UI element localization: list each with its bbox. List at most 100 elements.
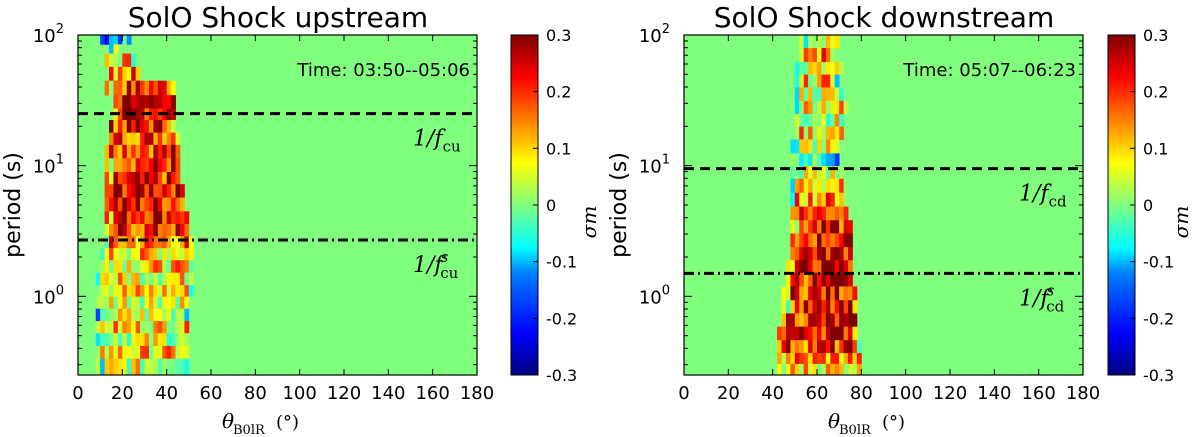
heatmap-cell xyxy=(109,120,114,134)
heatmap-cell xyxy=(817,48,822,63)
heatmap-cell xyxy=(817,165,822,180)
heatmap-cell xyxy=(812,220,818,234)
heatmap-cell xyxy=(104,158,110,173)
heatmap-cell xyxy=(785,300,791,314)
heatmap-cell xyxy=(122,333,128,347)
heatmap-cell xyxy=(175,260,181,274)
heatmap-cell xyxy=(175,333,181,347)
heatmap-cell xyxy=(179,223,185,237)
heatmap-cell xyxy=(843,260,849,274)
heatmap-cell xyxy=(856,363,862,376)
panel-downstream: SolO Shock downstream 1/fcd 1/fs cd Time: … xyxy=(607,1,1193,437)
heatmap-cell xyxy=(109,321,114,334)
heatmap-cell xyxy=(839,178,844,194)
heatmap-cell xyxy=(777,326,782,341)
heatmap-cell xyxy=(843,192,849,207)
heatmap-cell xyxy=(135,345,141,360)
heatmap-cell xyxy=(140,236,145,249)
heatmap-cell xyxy=(825,165,831,180)
heatmap-cell xyxy=(100,248,105,261)
heatmap-cell xyxy=(825,340,831,354)
heatmap-cell xyxy=(113,172,119,185)
heatmap-cell xyxy=(834,206,840,221)
heatmap-cell xyxy=(785,260,791,274)
heatmap-cell xyxy=(122,144,128,159)
heatmap-cell xyxy=(157,358,163,376)
heatmap-cell xyxy=(109,358,114,376)
heatmap-cell xyxy=(140,120,145,134)
heatmap-cell xyxy=(184,285,190,298)
heatmap-cell xyxy=(157,236,163,249)
heatmap-cell xyxy=(834,192,840,207)
heatmap-cell xyxy=(162,248,168,261)
heatmap-cell xyxy=(171,158,176,173)
heatmap-cell xyxy=(175,285,181,298)
heatmap-cell xyxy=(803,247,809,261)
heatmap-cell xyxy=(109,158,114,173)
heatmap-cell xyxy=(109,66,114,82)
heatmap-cell xyxy=(166,260,172,274)
heatmap-cell xyxy=(135,248,141,261)
heatmap-cell xyxy=(790,340,796,354)
heatmap-cell xyxy=(803,126,809,140)
heatmap-cell xyxy=(148,132,154,146)
heatmap-cell xyxy=(126,120,132,134)
heatmap-cell xyxy=(140,197,145,212)
heatmap-cell xyxy=(817,326,822,341)
heatmap-cell xyxy=(109,223,114,237)
heatmap-cell xyxy=(188,236,194,249)
heatmap-cell xyxy=(799,220,805,234)
heatmap-cell xyxy=(135,184,141,198)
heatmap-cell xyxy=(188,285,194,298)
heatmap-cell xyxy=(171,80,176,96)
heatmap-cell xyxy=(140,260,145,274)
heatmap-cell xyxy=(171,120,176,134)
heatmap-cell xyxy=(135,144,141,159)
heatmap-cell xyxy=(184,321,190,334)
heatmap-cell xyxy=(157,95,163,109)
heatmap-cell xyxy=(144,197,150,212)
heatmap-cell xyxy=(157,285,163,298)
heatmap-cell xyxy=(166,108,172,121)
heatmap-cell xyxy=(144,345,150,360)
x-axis-label: θ B0lR (°) xyxy=(828,409,905,437)
heatmap-cell xyxy=(790,353,796,365)
heatmap-cell xyxy=(794,139,800,154)
time-annotation: Time: 05:07--06:23 xyxy=(902,60,1076,81)
heatmap-cell xyxy=(812,326,818,341)
heatmap-cell xyxy=(113,321,119,334)
heatmap-cell xyxy=(100,358,105,376)
heatmap-cell xyxy=(830,286,836,301)
heatmap-cell xyxy=(162,144,168,159)
heatmap-cell xyxy=(817,153,822,167)
heatmap-cell xyxy=(153,345,159,360)
heatmap-cell xyxy=(830,313,836,328)
heatmap-cell xyxy=(781,313,787,328)
heatmap-cell xyxy=(834,233,840,248)
heatmap-cell xyxy=(794,74,800,88)
x-tick-label: 100 xyxy=(282,383,316,404)
heatmap-cell xyxy=(109,172,114,185)
x-axis-label-symbol: θ xyxy=(222,409,234,433)
heatmap-cell xyxy=(157,120,163,134)
heatmap-cell xyxy=(131,345,137,360)
reference-lines: 1/fcd 1/fs cd xyxy=(684,167,1083,315)
heatmap-cell xyxy=(148,248,154,261)
heatmap-cell xyxy=(799,178,805,194)
heatmap-cell xyxy=(179,345,185,360)
heatmap-cell xyxy=(839,340,844,354)
heatmap-cell xyxy=(794,165,800,180)
heatmap-cell xyxy=(140,321,145,334)
heatmap-cell xyxy=(825,353,831,365)
heatmap-cell xyxy=(117,35,123,45)
heatmap-cell xyxy=(825,114,831,128)
heatmap-cell xyxy=(148,285,154,298)
heatmap-cell xyxy=(171,272,176,286)
heatmap-cell xyxy=(157,248,163,261)
heatmap-cell xyxy=(157,80,163,96)
heatmap-cell xyxy=(162,120,168,134)
heatmap-cell xyxy=(131,66,137,82)
heatmap-cell xyxy=(825,192,831,207)
heatmap-cell xyxy=(157,333,163,347)
heatmap-cell xyxy=(113,120,119,134)
